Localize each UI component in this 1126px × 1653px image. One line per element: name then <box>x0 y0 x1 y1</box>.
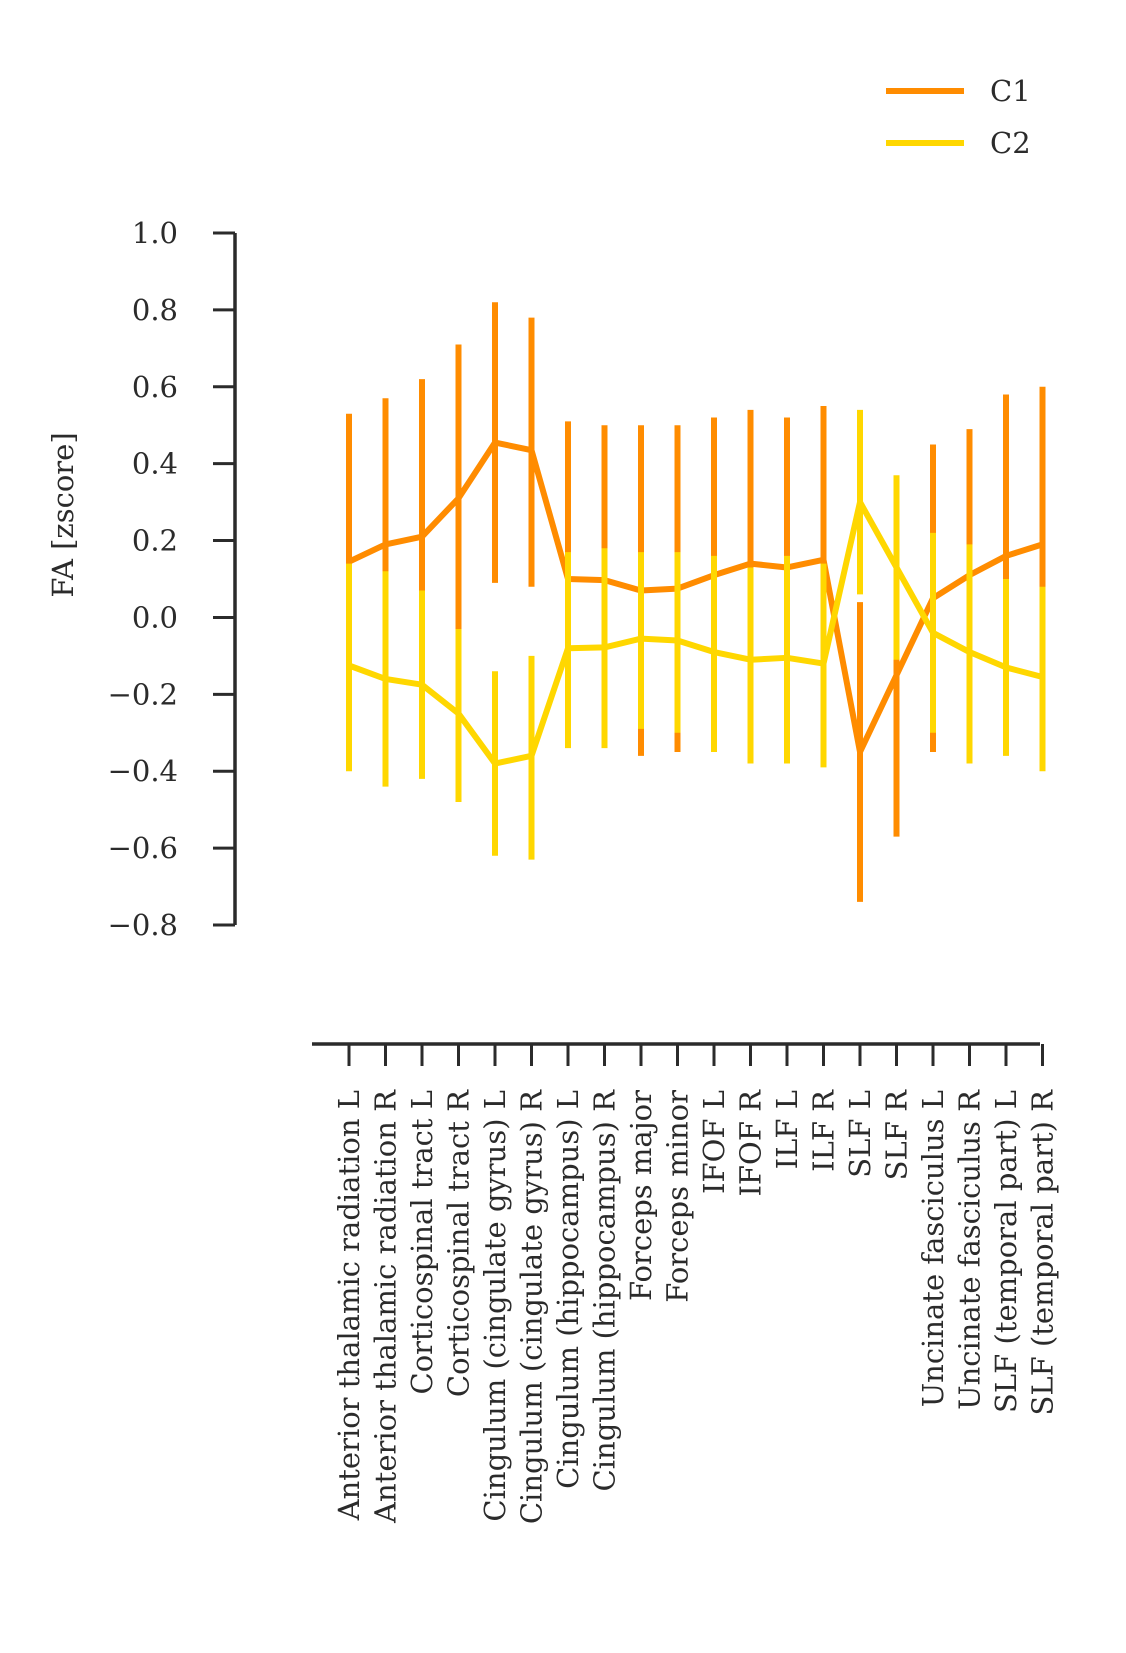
x-tick-label: Cingulum (cingulate gyrus) R <box>515 1089 549 1524</box>
x-tick-label: Cingulum (cingulate gyrus) L <box>478 1090 512 1522</box>
x-tick-label: ILF L <box>770 1090 804 1169</box>
y-axis-title: FA [zscore] <box>46 432 80 597</box>
series-line <box>347 439 1044 755</box>
x-tick-label: Forceps major <box>624 1090 658 1301</box>
x-tick-label: Corticospinal tract R <box>442 1089 476 1397</box>
series-c1 <box>346 302 1046 902</box>
legend: C1 C2 <box>886 74 1031 160</box>
y-tick-label: 0.6 <box>132 370 178 404</box>
x-tick-label: SLF L <box>843 1090 877 1178</box>
x-tick-label: Forceps minor <box>661 1090 695 1303</box>
series-layer <box>346 302 1046 902</box>
x-tick-label: SLF R <box>880 1089 914 1180</box>
y-tick-label: −0.4 <box>108 754 178 788</box>
y-tick-label: 1.0 <box>132 216 178 250</box>
x-tick-label: Uncinate fasciculus R <box>953 1089 987 1410</box>
x-tick-label: Anterior thalamic radiation L <box>332 1090 366 1521</box>
x-tick-label: IFOF L <box>697 1090 731 1194</box>
y-tick-label: −0.2 <box>108 677 178 711</box>
x-tick-label: SLF (temporal part) R <box>1026 1089 1060 1416</box>
y-tick-label: 0.2 <box>132 524 178 558</box>
y-tick-label: −0.6 <box>108 831 178 865</box>
legend-label: C1 <box>990 74 1031 108</box>
x-tick-label: Uncinate fasciculus L <box>916 1090 950 1407</box>
x-tick-label: SLF (temporal part) L <box>989 1090 1023 1413</box>
x-tick-label: IFOF R <box>734 1089 768 1197</box>
y-tick-label: 0.8 <box>132 293 178 327</box>
x-tick-label: Anterior thalamic radiation R <box>369 1089 403 1524</box>
y-tick-label: 0.4 <box>132 447 178 481</box>
x-tick-label: Cingulum (hippocampus) L <box>551 1090 585 1489</box>
series-c2 <box>346 409 1046 860</box>
x-tick-label: Corticospinal tract L <box>405 1090 439 1395</box>
x-tick-label: Cingulum (hippocampus) R <box>588 1089 622 1492</box>
x-axis: Anterior thalamic radiation L Anterior th… <box>312 1042 1060 1524</box>
x-tick-label: ILF R <box>807 1089 841 1172</box>
series-line <box>347 499 1044 767</box>
y-axis: 1.0 0.8 0.6 0.4 0.2 0.0 −0.2 −0.4 −0.6 −0.8 <box>108 216 237 942</box>
y-tick-label: −0.8 <box>108 908 178 942</box>
legend-label: C2 <box>990 126 1031 160</box>
y-tick-label: 0.0 <box>132 600 178 634</box>
